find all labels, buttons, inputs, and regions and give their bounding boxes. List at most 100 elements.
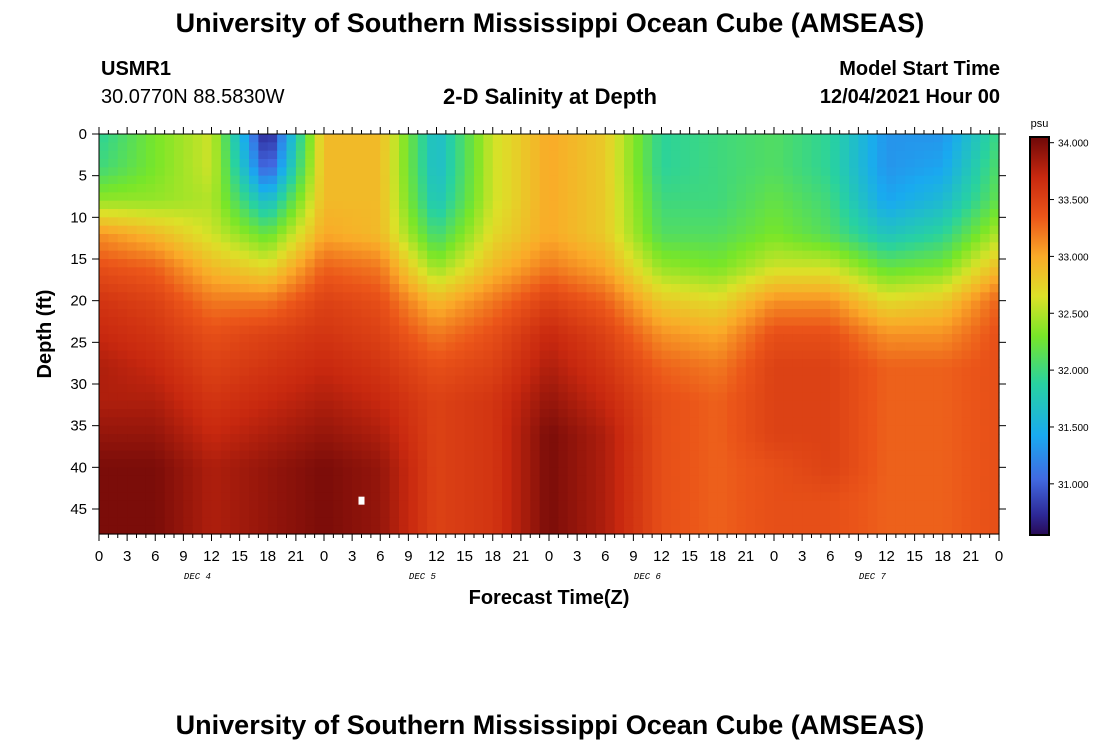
heatmap-cell xyxy=(211,367,222,377)
heatmap-cell xyxy=(642,475,653,485)
heatmap-cell xyxy=(792,134,803,143)
heatmap-cell xyxy=(905,517,916,527)
heatmap-cell xyxy=(492,409,503,418)
heatmap-cell xyxy=(258,184,269,193)
heatmap-cell xyxy=(727,467,738,477)
heatmap-cell xyxy=(361,342,372,352)
heatmap-cell xyxy=(202,400,213,410)
heatmap-cell xyxy=(258,350,269,360)
heatmap-cell xyxy=(455,300,466,310)
heatmap-cell xyxy=(530,459,541,468)
heatmap-cell xyxy=(624,409,634,418)
heatmap-cell xyxy=(802,234,813,243)
heatmap-cell xyxy=(858,325,869,335)
heatmap-cell xyxy=(258,167,269,177)
heatmap-cell xyxy=(361,500,372,510)
heatmap-cell xyxy=(699,442,709,452)
heatmap-cell xyxy=(436,209,447,218)
heatmap-cell xyxy=(483,200,494,210)
heatmap-cell xyxy=(558,425,569,435)
heatmap-cell xyxy=(783,450,794,460)
heatmap-cell xyxy=(586,517,597,527)
heatmap-cell xyxy=(380,259,391,268)
heatmap-cell xyxy=(455,500,466,510)
heatmap-cell xyxy=(980,200,991,210)
heatmap-cell xyxy=(820,275,831,285)
heatmap-cell xyxy=(417,209,428,218)
heatmap-cell xyxy=(258,417,269,427)
heatmap-cell xyxy=(342,425,353,435)
heatmap-cell xyxy=(474,425,484,435)
heatmap-cell xyxy=(783,284,794,293)
heatmap-cell xyxy=(942,459,953,468)
heatmap-cell xyxy=(680,484,691,493)
heatmap-cell xyxy=(314,434,325,443)
heatmap-cell xyxy=(558,267,569,277)
heatmap-cell xyxy=(839,450,850,460)
heatmap-cell xyxy=(942,217,953,227)
heatmap-cell xyxy=(736,400,747,410)
heatmap-cell xyxy=(811,384,822,393)
heatmap-cell xyxy=(708,434,719,443)
heatmap-cell xyxy=(230,492,241,502)
heatmap-cell xyxy=(305,375,316,385)
heatmap-cell xyxy=(914,367,925,377)
heatmap-cell xyxy=(164,459,175,468)
heatmap-cell xyxy=(783,267,794,277)
heatmap-cell xyxy=(942,192,953,202)
heatmap-cell xyxy=(652,259,663,268)
heatmap-cell xyxy=(933,417,944,427)
heatmap-cell xyxy=(117,459,128,468)
heatmap-cell xyxy=(624,484,634,493)
heatmap-cell xyxy=(549,342,559,352)
heatmap-cell xyxy=(267,284,278,293)
heatmap-cell xyxy=(708,500,719,510)
heatmap-cell xyxy=(567,384,578,393)
heatmap-cell xyxy=(633,459,644,468)
heatmap-cell xyxy=(802,275,813,285)
heatmap-cell xyxy=(474,409,484,418)
heatmap-cell xyxy=(924,267,934,277)
heatmap-cell xyxy=(652,509,663,518)
heatmap-cell xyxy=(399,525,409,535)
heatmap-cell xyxy=(455,475,466,485)
heatmap-cell xyxy=(305,384,316,393)
heatmap-cell xyxy=(717,492,728,502)
heatmap-cell xyxy=(286,159,297,168)
heatmap-cell xyxy=(849,450,859,460)
x-tick-label: 12 xyxy=(203,548,220,565)
heatmap-cell xyxy=(670,242,681,252)
heatmap-cell xyxy=(858,284,869,293)
heatmap-cell xyxy=(164,267,175,277)
heatmap-cell xyxy=(117,509,128,518)
heatmap-cell xyxy=(445,192,456,202)
heatmap-cell xyxy=(680,350,691,360)
heatmap-cell xyxy=(324,175,334,185)
heatmap-cell xyxy=(314,134,325,143)
heatmap-cell xyxy=(792,450,803,460)
heatmap-cell xyxy=(727,250,738,260)
x-tick-label: 18 xyxy=(259,548,276,565)
heatmap-cell xyxy=(633,300,644,310)
heatmap-cell xyxy=(952,167,963,177)
heatmap-cell xyxy=(839,459,850,468)
heatmap-cell xyxy=(305,509,316,518)
heatmap-cell xyxy=(267,250,278,260)
heatmap-cell xyxy=(333,492,344,502)
heatmap-cell xyxy=(258,250,269,260)
heatmap-cell xyxy=(708,134,719,143)
heatmap-cell xyxy=(474,525,484,535)
heatmap-cell xyxy=(361,184,372,193)
heatmap-cell xyxy=(211,200,222,210)
heatmap-cell xyxy=(605,267,616,277)
heatmap-cell xyxy=(192,467,203,477)
heatmap-cell xyxy=(614,434,625,443)
heatmap-cell xyxy=(277,334,288,343)
heatmap-cell xyxy=(595,475,606,485)
heatmap-cell xyxy=(370,275,381,285)
heatmap-cell xyxy=(895,384,906,393)
heatmap-cell xyxy=(502,242,513,252)
heatmap-cell xyxy=(567,284,578,293)
heatmap-cell xyxy=(970,217,981,227)
heatmap-cell xyxy=(727,359,738,368)
